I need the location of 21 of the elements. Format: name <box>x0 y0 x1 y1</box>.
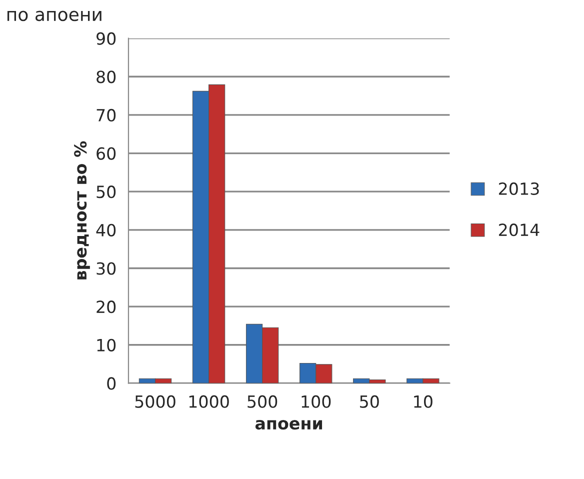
x-tick-label: 100 <box>302 395 331 408</box>
y-tick-label: 50 <box>96 186 116 198</box>
y-tick-label: 20 <box>96 300 116 314</box>
y-tick-label: 60 <box>96 147 116 160</box>
legend-label: 2013 <box>498 182 539 196</box>
x-tick-label: 10 <box>414 395 432 408</box>
y-tick-label: 80 <box>96 70 116 84</box>
x-tick-label: 5000 <box>135 395 176 408</box>
y-tick-label: 0 <box>107 377 116 390</box>
x-tick-label: 50 <box>360 395 379 408</box>
legend-label: 2014 <box>498 224 540 236</box>
y-tick-label: 30 <box>96 262 116 275</box>
y-tick-label: 40 <box>96 224 116 236</box>
y-tick-label: 10 <box>97 338 116 352</box>
x-tick-label: 1000 <box>189 395 229 408</box>
x-tick-label: 500 <box>248 395 278 408</box>
y-tick-label: 90 <box>96 32 116 45</box>
y-tick-label: 70 <box>96 108 116 122</box>
x-axis-title: апоени <box>255 420 322 430</box>
chart-title: по апоени <box>7 10 102 22</box>
y-axis-title: вредност во % <box>74 141 90 280</box>
